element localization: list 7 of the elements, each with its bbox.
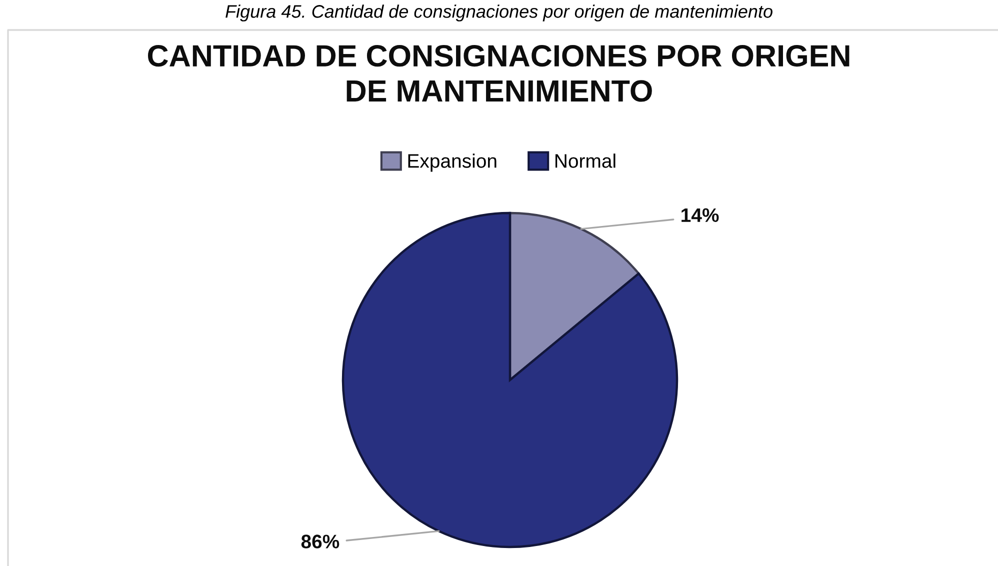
pie-slice xyxy=(342,212,678,548)
legend-label: Normal xyxy=(556,154,616,168)
chart-title: CANTIDAD DE CONSIGNACIONES POR ORIGEN DE MANTENIMIENTO xyxy=(148,45,850,102)
legend-label: Expansion xyxy=(408,154,496,172)
text: Figura 45. Cantidad de consignaciones por origen de mantenimiento xyxy=(226,4,772,22)
data-label: 86% xyxy=(301,534,340,548)
data-label: 14% xyxy=(682,208,719,222)
